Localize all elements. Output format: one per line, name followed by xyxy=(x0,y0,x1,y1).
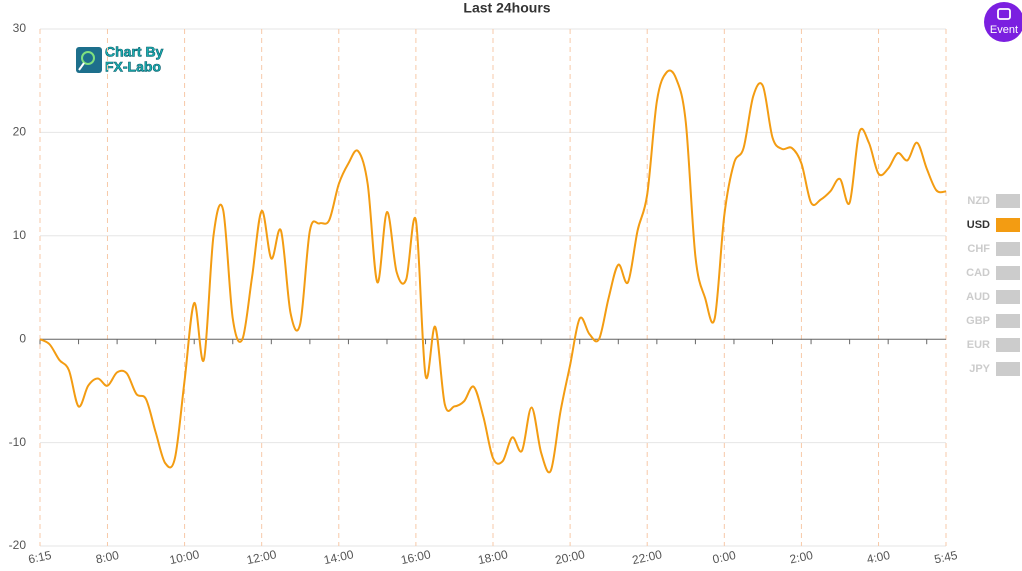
grid xyxy=(39,28,947,547)
watermark-text: FX-Labo xyxy=(105,59,161,75)
legend-label[interactable]: USD xyxy=(967,219,990,231)
x-tick-label: 16:00 xyxy=(400,547,433,567)
x-tick-label: 14:00 xyxy=(322,547,355,567)
watermark-text: Chart By xyxy=(105,44,164,60)
legend-label[interactable]: JPY xyxy=(969,363,990,375)
x-tick-label: 22:00 xyxy=(631,547,664,567)
event-button-bg[interactable] xyxy=(984,2,1022,42)
x-tick-label: 20:00 xyxy=(554,547,587,567)
legend-swatch[interactable] xyxy=(996,290,1020,304)
y-tick-label: -20 xyxy=(9,538,27,552)
chart-title: Last 24hours xyxy=(463,0,550,16)
legend-swatch[interactable] xyxy=(996,266,1020,280)
y-tick-label: 10 xyxy=(13,228,27,242)
y-tick-label: -10 xyxy=(9,435,27,449)
legend-swatch[interactable] xyxy=(996,242,1020,256)
event-button-label[interactable]: Event xyxy=(990,24,1018,36)
watermark: Chart By FX-Labo xyxy=(76,43,164,75)
legend-swatch[interactable] xyxy=(996,338,1020,352)
y-tick-label: 30 xyxy=(13,21,27,35)
x-tick-label: 18:00 xyxy=(477,547,510,567)
x-tick-label: 6:15 xyxy=(27,548,53,567)
x-tick-label: 12:00 xyxy=(245,547,278,567)
legend-label[interactable]: AUD xyxy=(966,291,990,303)
legend-label[interactable]: CHF xyxy=(967,243,990,255)
legend-swatch[interactable] xyxy=(996,362,1020,376)
x-tick-label: 4:00 xyxy=(865,548,891,567)
logo-handle xyxy=(78,62,85,71)
logo-glass xyxy=(81,51,95,65)
line-series xyxy=(39,69,947,474)
legend-label[interactable]: NZD xyxy=(967,195,990,207)
x-tick-label: 5:45 xyxy=(933,548,959,567)
y-tick-label: 20 xyxy=(13,125,27,139)
legend-label[interactable]: CAD xyxy=(966,267,990,279)
legend-label[interactable]: GBP xyxy=(966,315,990,327)
y-tick-label: 0 xyxy=(19,331,26,345)
x-tick-label: 8:00 xyxy=(94,548,120,567)
x-tick-label: 2:00 xyxy=(788,548,814,567)
legend-swatch[interactable] xyxy=(996,218,1020,232)
legend-swatch[interactable] xyxy=(996,314,1020,328)
legend-swatch[interactable] xyxy=(996,194,1020,208)
x-tick-label: 10:00 xyxy=(168,547,201,567)
event-button[interactable]: Event xyxy=(984,2,1022,42)
x-tick-label: 0:00 xyxy=(711,548,737,567)
legend-label[interactable]: EUR xyxy=(967,339,990,351)
calendar-icon xyxy=(997,8,1011,20)
